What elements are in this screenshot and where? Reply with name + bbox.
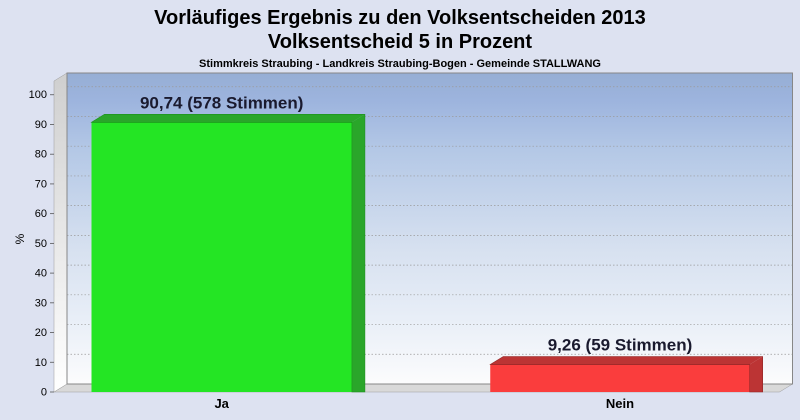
- svg-text:Ja: Ja: [214, 396, 229, 411]
- svg-text:60: 60: [35, 208, 47, 220]
- svg-text:50: 50: [35, 238, 47, 250]
- svg-text:10: 10: [35, 357, 47, 369]
- svg-text:100: 100: [29, 89, 47, 101]
- svg-text:90,74 (578 Stimmen): 90,74 (578 Stimmen): [140, 94, 303, 113]
- svg-text:%: %: [13, 233, 27, 244]
- svg-text:0: 0: [41, 387, 47, 399]
- svg-text:30: 30: [35, 297, 47, 309]
- svg-text:Nein: Nein: [606, 396, 634, 411]
- svg-text:9,26 (59 Stimmen): 9,26 (59 Stimmen): [548, 336, 693, 355]
- svg-text:40: 40: [35, 268, 47, 280]
- svg-text:20: 20: [35, 327, 47, 339]
- svg-text:70: 70: [35, 178, 47, 190]
- svg-text:80: 80: [35, 149, 47, 161]
- svg-text:90: 90: [35, 119, 47, 131]
